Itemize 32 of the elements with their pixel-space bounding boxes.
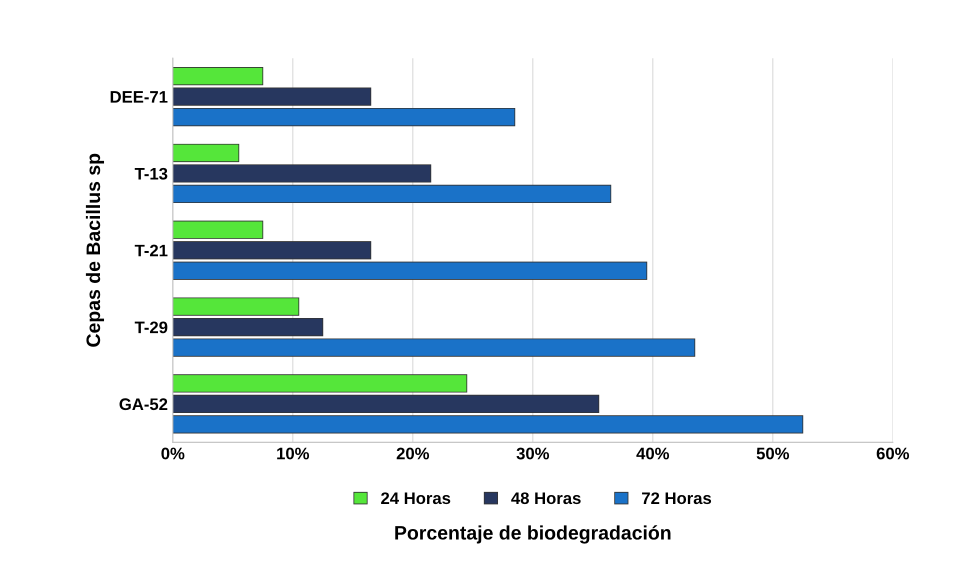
legend-label: 72 Horas	[642, 492, 712, 504]
bar	[172, 220, 264, 239]
y-tick-label: T-21	[134, 244, 168, 256]
y-tick-label: T-29	[134, 321, 168, 334]
x-axis-title: Porcentaje de biodegradación	[395, 525, 670, 544]
legend-label: 24 Horas	[381, 492, 450, 504]
y-tick-label: GA-52	[120, 398, 168, 410]
y-axis-title: Cepas de Bacillus sp	[86, 154, 104, 347]
bar	[172, 184, 612, 204]
bar	[172, 67, 264, 86]
x-tick-label: 50%	[756, 448, 790, 460]
bar	[172, 318, 324, 336]
legend-label: 48 Horas	[511, 492, 581, 504]
y-tick-label: T-13	[134, 168, 168, 180]
bar	[172, 262, 648, 280]
bar	[172, 338, 696, 357]
y-tick-label: DEE-71	[110, 91, 168, 103]
bar	[172, 415, 804, 434]
x-tick-label: 20%	[396, 448, 430, 460]
x-tick-label: 40%	[636, 448, 670, 460]
bar	[172, 144, 240, 162]
bar	[172, 297, 300, 316]
bar	[172, 108, 516, 126]
bar	[172, 87, 372, 106]
bar	[172, 164, 432, 183]
x-tick-label: 0%	[161, 448, 184, 460]
bar	[172, 374, 468, 393]
x-tick-label: 10%	[277, 448, 310, 460]
bar	[172, 241, 372, 260]
x-tick-label: 60%	[876, 448, 910, 460]
x-tick-label: 30%	[516, 448, 550, 460]
bar	[172, 394, 600, 414]
